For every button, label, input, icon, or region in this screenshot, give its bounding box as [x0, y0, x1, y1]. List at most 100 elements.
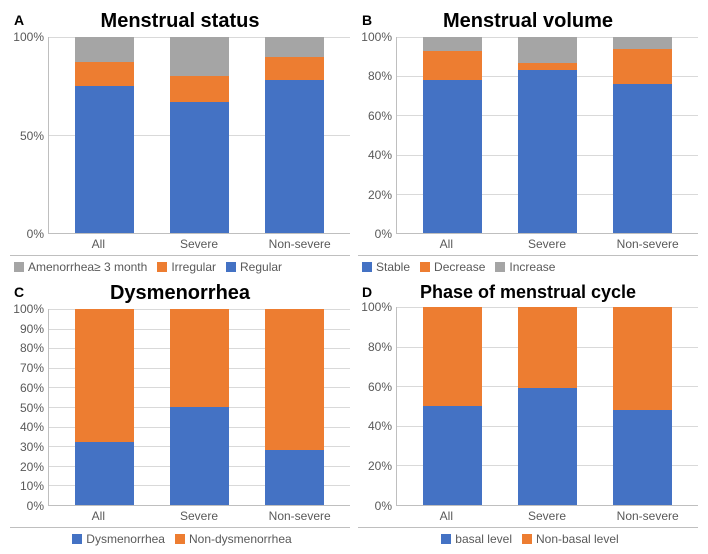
- bar-segment: [75, 37, 134, 62]
- x-label: Severe: [497, 237, 598, 251]
- bar-group: [247, 37, 342, 233]
- bar-group: [500, 37, 595, 233]
- y-tick: 100%: [361, 301, 392, 313]
- y-tick: 0%: [27, 228, 44, 240]
- bar-segment: [423, 37, 482, 51]
- y-tick: 10%: [20, 480, 44, 492]
- legend-label: Amenorrhea≥ 3 month: [28, 260, 147, 274]
- y-tick: 30%: [20, 441, 44, 453]
- x-label: Severe: [149, 237, 250, 251]
- panel-b-yaxis: 100%80%60%40%20%0%: [358, 37, 396, 234]
- legend-swatch: [522, 534, 532, 544]
- bar-segment: [170, 102, 229, 233]
- bar-group: [247, 309, 342, 505]
- panel-b-label: B: [362, 12, 372, 28]
- y-tick: 40%: [20, 421, 44, 433]
- bar-segment: [170, 407, 229, 505]
- y-tick: 40%: [368, 149, 392, 161]
- legend-swatch: [362, 262, 372, 272]
- panel-a-title: Menstrual status: [10, 10, 350, 33]
- panel-d-title: Phase of menstrual cycle: [358, 282, 698, 303]
- stacked-bar: [265, 309, 324, 505]
- legend-swatch: [441, 534, 451, 544]
- panel-a-xlabels: AllSevereNon-severe: [10, 234, 350, 253]
- legend-item: Regular: [226, 260, 282, 274]
- bar-segment: [265, 57, 324, 81]
- panel-d-yaxis: 100%80%60%40%20%0%: [358, 307, 396, 506]
- bar-segment: [265, 309, 324, 450]
- bar-segment: [613, 49, 672, 84]
- bar-segment: [75, 309, 134, 442]
- stacked-bar: [423, 37, 482, 233]
- legend-item: Non-dysmenorrhea: [175, 532, 292, 546]
- y-tick: 70%: [20, 362, 44, 374]
- y-tick: 20%: [368, 460, 392, 472]
- panel-c-label: C: [14, 284, 24, 300]
- legend-item: basal level: [441, 532, 512, 546]
- legend-label: Irregular: [171, 260, 216, 274]
- panel-b-xlabels: AllSevereNon-severe: [358, 234, 698, 253]
- bar-group: [152, 37, 247, 233]
- bar-segment: [170, 76, 229, 101]
- x-label: Non-severe: [597, 237, 698, 251]
- panel-a-plot: [48, 37, 350, 234]
- x-label: Non-severe: [597, 509, 698, 523]
- legend-label: Increase: [509, 260, 555, 274]
- legend-item: Non-basal level: [522, 532, 619, 546]
- legend-swatch: [14, 262, 24, 272]
- panel-c: C Dysmenorrhea 100%90%80%70%60%50%40%30%…: [10, 280, 350, 546]
- bar-group: [57, 309, 152, 505]
- bar-segment: [518, 307, 577, 388]
- bar-segment: [613, 307, 672, 410]
- legend-swatch: [157, 262, 167, 272]
- legend-item: Dysmenorrhea: [72, 532, 165, 546]
- panel-a-chart: 100%50%0%: [10, 37, 350, 234]
- x-label: All: [396, 509, 497, 523]
- bar-group: [152, 309, 247, 505]
- bar-segment: [170, 37, 229, 76]
- panel-b-title: Menstrual volume: [358, 10, 698, 33]
- legend-item: Irregular: [157, 260, 216, 274]
- stacked-bar: [75, 37, 134, 233]
- panel-a-legend: Amenorrhea≥ 3 month Irregular Regular: [10, 255, 350, 274]
- bar-segment: [613, 410, 672, 505]
- y-tick: 80%: [368, 70, 392, 82]
- panel-a-yaxis: 100%50%0%: [10, 37, 48, 234]
- panel-b: B Menstrual volume 100%80%60%40%20%0% Al…: [358, 8, 698, 274]
- y-tick: 20%: [368, 189, 392, 201]
- panel-b-legend: StableDecreaseIncrease: [358, 255, 698, 274]
- y-tick: 100%: [13, 31, 44, 43]
- stacked-bar: [613, 307, 672, 505]
- bar-group: [595, 37, 690, 233]
- legend-swatch: [175, 534, 185, 544]
- x-label: Severe: [497, 509, 598, 523]
- legend-label: Non-basal level: [536, 532, 619, 546]
- y-tick: 50%: [20, 402, 44, 414]
- bar-group: [405, 37, 500, 233]
- bar-group: [595, 307, 690, 505]
- bar-segment: [423, 406, 482, 505]
- bar-segment: [423, 307, 482, 406]
- bar-segment: [75, 62, 134, 86]
- y-tick: 50%: [20, 130, 44, 142]
- legend-item: Amenorrhea≥ 3 month: [14, 260, 147, 274]
- bar-segment: [423, 51, 482, 80]
- bar-segment: [518, 37, 577, 62]
- legend-label: Non-dysmenorrhea: [189, 532, 292, 546]
- panel-c-plot: [48, 309, 350, 506]
- bar-segment: [518, 388, 577, 505]
- y-tick: 60%: [368, 381, 392, 393]
- y-tick: 20%: [20, 461, 44, 473]
- bar-segment: [170, 309, 229, 407]
- panel-d-label: D: [362, 284, 372, 300]
- legend-label: Dysmenorrhea: [86, 532, 165, 546]
- stacked-bar: [423, 307, 482, 505]
- bar-group: [405, 307, 500, 505]
- panel-c-yaxis: 100%90%80%70%60%50%40%30%20%10%0%: [10, 309, 48, 506]
- x-label: Non-severe: [249, 237, 350, 251]
- stacked-bar: [613, 37, 672, 233]
- bar-segment: [265, 37, 324, 57]
- legend-label: basal level: [455, 532, 512, 546]
- stacked-bar: [170, 309, 229, 505]
- y-tick: 0%: [375, 228, 392, 240]
